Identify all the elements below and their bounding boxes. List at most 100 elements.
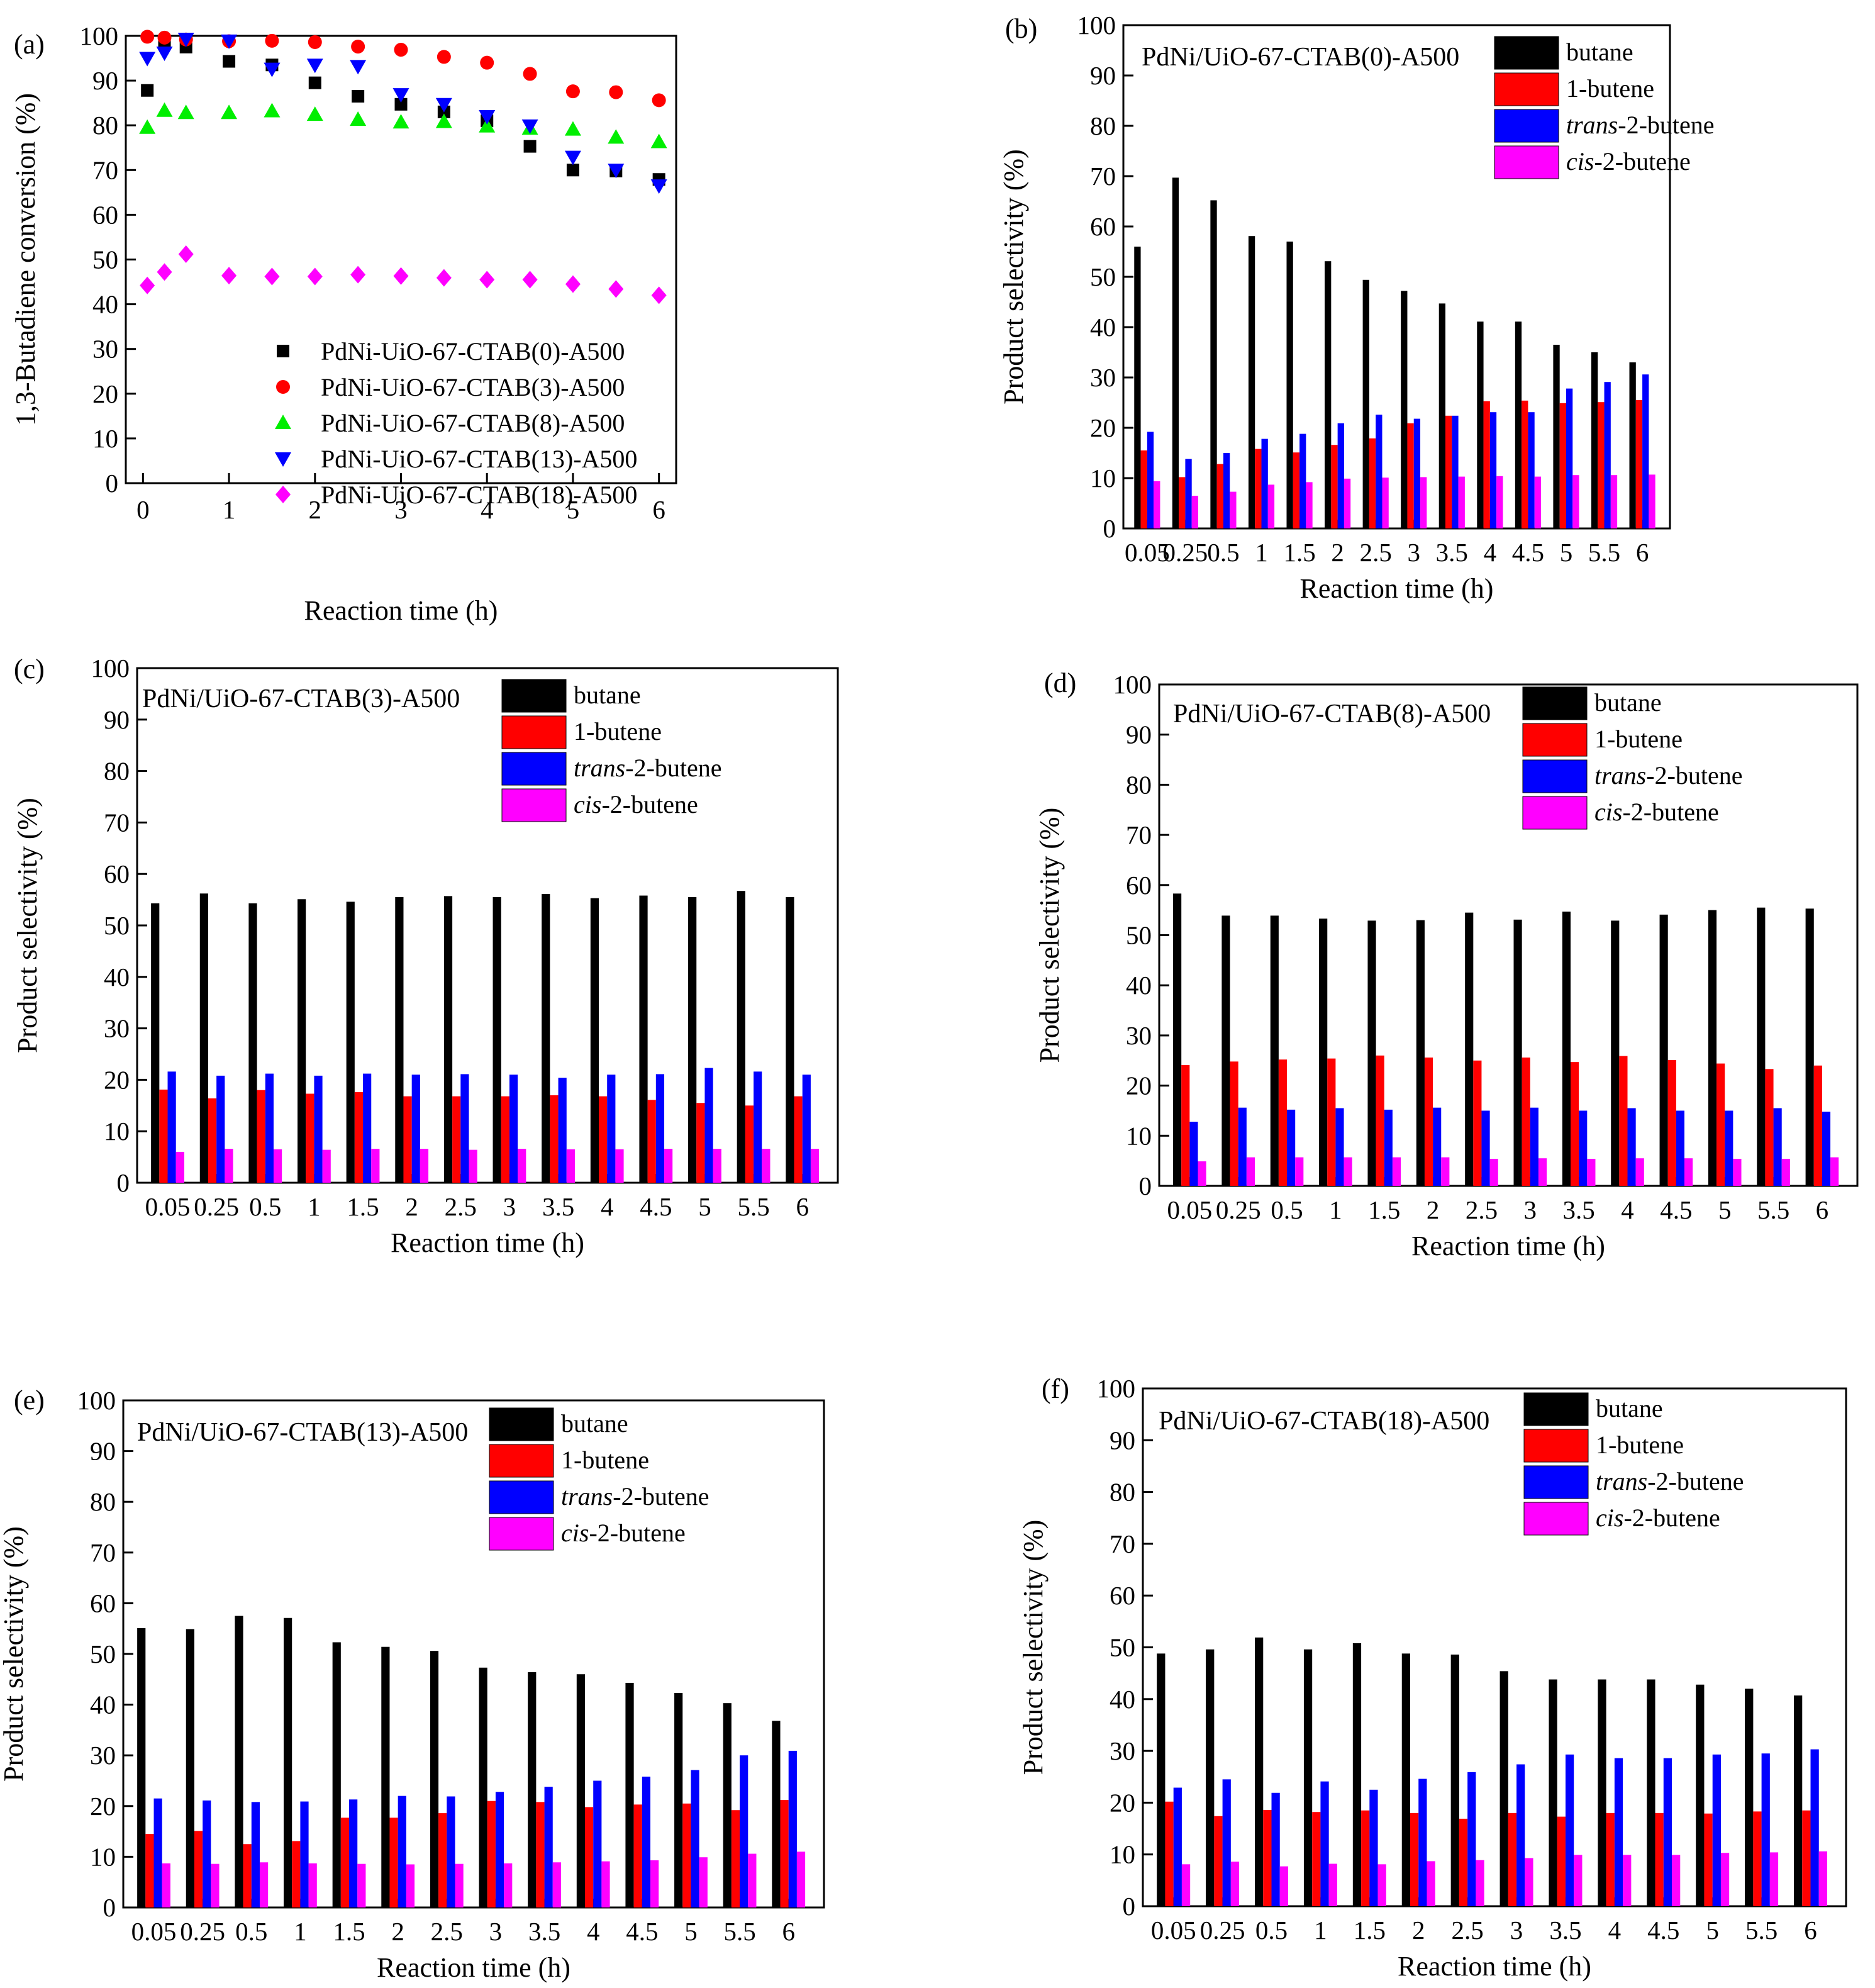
panel-d-bar (1278, 1059, 1288, 1186)
panel-d-bar (1667, 1059, 1676, 1186)
panel-f-x-tick-label: 5 (1706, 1916, 1719, 1945)
panel-a-point (522, 271, 538, 289)
panel-e-bar (479, 1667, 487, 1907)
panel-e-bar (748, 1853, 757, 1907)
panel-a-point (394, 98, 408, 111)
panel-e-bar (145, 1834, 154, 1907)
panel-e-bar (536, 1802, 545, 1907)
panel-c-bar (175, 1151, 184, 1183)
panel-c-bar (411, 1075, 420, 1183)
panel-c-bar (208, 1098, 217, 1183)
panel-a-point (177, 104, 194, 120)
panel-b-bar (1604, 382, 1611, 528)
panel-f-x-tick-label: 0.5 (1255, 1916, 1288, 1945)
panel-d-bar (1367, 920, 1376, 1186)
panel-f-y-tick-label: 70 (1110, 1529, 1135, 1558)
panel-e-bar (211, 1863, 220, 1907)
panel-e-bar (153, 1798, 162, 1907)
panel-e-bar (544, 1787, 553, 1907)
panel-d-x-tick-label: 5.5 (1757, 1195, 1789, 1224)
panel-f-y-axis-title: Product selectivity (%) (1018, 1520, 1049, 1775)
panel-e-bar (447, 1796, 455, 1907)
panel-d-bar (1530, 1107, 1538, 1186)
panel-d-bar (1392, 1157, 1401, 1186)
panel-e-bar (284, 1617, 292, 1907)
panel-b-bar (1293, 452, 1300, 528)
panel-a-y-tick-label: 20 (92, 379, 118, 408)
panel-d-bar (1822, 1112, 1831, 1186)
panel-a-point (437, 50, 451, 64)
panel-d-bar (1830, 1157, 1839, 1186)
panel-d-bar (1295, 1157, 1304, 1186)
panel-f-bar (1476, 1860, 1484, 1906)
panel-c-bar (745, 1105, 754, 1183)
panel-c-x-tick-label: 0.5 (249, 1192, 281, 1221)
panel-e-bar (772, 1721, 781, 1907)
panel-a-legend-label: PdNi-UiO-67-CTAB(8)-A500 (321, 409, 625, 437)
panel-c-bar (655, 1074, 665, 1183)
panel-f-x-tick-label: 2.5 (1452, 1916, 1484, 1945)
panel-c-bar (754, 1071, 762, 1183)
panel-c-bar (151, 903, 160, 1183)
panel-e-bar (455, 1863, 464, 1907)
panel-b-x-tick-label: 4.5 (1512, 538, 1544, 567)
panel-a-point (436, 269, 452, 287)
panel-f-bar (1230, 1862, 1240, 1906)
panel-e-plot-frame (122, 1399, 825, 1909)
panel-a-point (650, 133, 667, 148)
panel-d-bar (1181, 1064, 1190, 1186)
panel-e-y-tick-label: 90 (90, 1437, 116, 1466)
panel-c-legend: butane 1-butene trans-2-butene cis-2-butene (501, 679, 722, 822)
panel-b-bar (1306, 482, 1313, 528)
panel-e-bar (259, 1862, 269, 1907)
panel-d-bar (1781, 1158, 1790, 1186)
panel-c-bar (590, 898, 599, 1183)
panel-a-point (221, 34, 238, 49)
panel-a-point (264, 62, 281, 77)
panel-d-y-tick-label: 10 (1126, 1121, 1152, 1150)
panel-e-bar (504, 1863, 513, 1907)
panel-d-x-tick-label: 3 (1524, 1195, 1537, 1224)
panel-c-x-tick-label: 1.5 (347, 1192, 379, 1221)
panel-d-title: PdNi/UiO-67-CTAB(8)-A500 (1173, 700, 1491, 729)
panel-c-letter: (c) (14, 654, 45, 684)
panel-d-bar (1522, 1057, 1530, 1186)
panel-c-y-axis-title: Product selectivity (%) (12, 798, 43, 1053)
panel-f-bar (1745, 1689, 1754, 1906)
panel-e-bar (340, 1818, 350, 1907)
panel-b-bar (1534, 476, 1542, 528)
panel-c-bar (167, 1071, 176, 1183)
panel-a-y-tick-label: 10 (92, 424, 118, 453)
panel-d-y-tick-label: 70 (1126, 820, 1152, 849)
panel-e-bar (235, 1616, 243, 1907)
panel-d-bar (1189, 1121, 1198, 1186)
panel-d-bar (1571, 1062, 1579, 1186)
panel-b-bar (1185, 459, 1192, 528)
panel-f-y-tick-label: 40 (1110, 1685, 1135, 1714)
panel-d-bar (1238, 1107, 1247, 1186)
panel-e-bar (731, 1810, 740, 1907)
panel-d-y-tick-label: 20 (1126, 1071, 1152, 1100)
panel-d-bar (1481, 1110, 1490, 1186)
panel-c-bar (509, 1075, 518, 1183)
panel-b-bar (1216, 464, 1223, 528)
panel-e-legend-swatch (489, 1407, 554, 1441)
panel-d-x-axis-title: Reaction time (h) (1411, 1231, 1605, 1261)
panel-c-bar (346, 902, 355, 1183)
panel-a-point (352, 89, 365, 103)
panel-d-bar (1716, 1063, 1725, 1186)
panel-d-bar (1805, 908, 1814, 1186)
panel-f-x-tick-label: 1.5 (1354, 1916, 1386, 1945)
panel-c-bar (216, 1075, 225, 1183)
panel-c-bar (501, 1096, 509, 1183)
panel-f-bar (1206, 1649, 1215, 1906)
panel-e-legend-swatch (489, 1480, 554, 1514)
panel-e-bar (576, 1674, 585, 1907)
panel-b-bar (1223, 453, 1230, 528)
panel-f-legend-label: 1-butene (1596, 1431, 1684, 1459)
panel-d-bar (1659, 914, 1668, 1186)
panel-c-x-tick-label: 5 (698, 1192, 711, 1221)
panel-c-y-tick-label: 10 (104, 1117, 130, 1146)
panel-f-bar (1712, 1754, 1721, 1906)
